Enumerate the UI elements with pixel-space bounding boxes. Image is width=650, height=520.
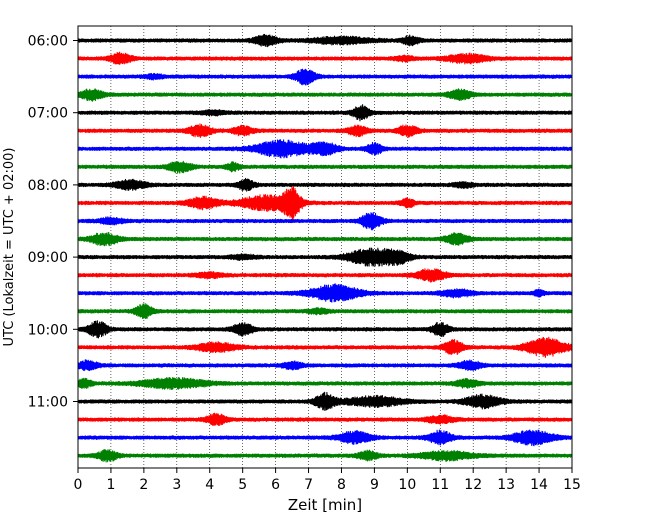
trace-0800 bbox=[77, 177, 573, 192]
x-axis-ticks: 0 1 2 3 4 5 6 7 8 9 10 11 12 13 14 15 bbox=[74, 468, 581, 493]
trace-0715 bbox=[77, 123, 573, 139]
x-tick-label-7: 7 bbox=[304, 477, 313, 493]
y-axis-label: UTC (Lokalzeit = UTC + 02:00) bbox=[2, 148, 17, 347]
trace-0915 bbox=[77, 268, 573, 283]
y-axis-ticks: 06:00 07:00 08:00 09:00 10:00 11:00 bbox=[28, 34, 78, 411]
x-tick-label-5: 5 bbox=[238, 477, 247, 493]
trace-1045 bbox=[77, 376, 573, 390]
y-tick-label-5: 11:00 bbox=[28, 395, 68, 411]
trace-1100 bbox=[77, 391, 573, 411]
x-tick-label-15: 15 bbox=[563, 477, 581, 493]
trace-1015 bbox=[77, 336, 573, 358]
trace-1145 bbox=[77, 449, 573, 463]
x-tick-label-14: 14 bbox=[530, 477, 548, 493]
x-axis-label: Zeit [min] bbox=[288, 496, 362, 514]
x-tick-label-9: 9 bbox=[370, 477, 379, 493]
x-tick-label-12: 12 bbox=[464, 477, 482, 493]
y-tick-label-1: 07:00 bbox=[28, 106, 68, 122]
trace-0745 bbox=[77, 160, 573, 174]
x-tick-label-10: 10 bbox=[398, 477, 416, 493]
y-tick-label-2: 08:00 bbox=[28, 178, 68, 194]
y-tick-label-0: 06:00 bbox=[28, 34, 68, 50]
trace-0815 bbox=[77, 185, 573, 222]
x-tick-label-11: 11 bbox=[431, 477, 449, 493]
trace-0900 bbox=[77, 247, 573, 267]
trace-1030 bbox=[77, 359, 573, 372]
x-tick-label-4: 4 bbox=[205, 477, 214, 493]
trace-0630 bbox=[77, 68, 573, 86]
trace-0645 bbox=[77, 88, 573, 102]
x-tick-label-13: 13 bbox=[497, 477, 515, 493]
x-tick-label-2: 2 bbox=[139, 477, 148, 493]
seismogram-traces bbox=[77, 33, 573, 463]
trace-0600 bbox=[77, 33, 573, 48]
y-tick-label-3: 09:00 bbox=[28, 250, 68, 266]
y-tick-label-4: 10:00 bbox=[28, 322, 68, 338]
x-tick-label-3: 3 bbox=[172, 477, 181, 493]
trace-0930 bbox=[77, 283, 573, 303]
trace-0615 bbox=[77, 51, 573, 65]
trace-1130 bbox=[77, 429, 573, 447]
trace-1115 bbox=[77, 412, 573, 426]
trace-0730 bbox=[77, 139, 573, 159]
trace-0700 bbox=[77, 104, 573, 122]
x-tick-label-0: 0 bbox=[74, 477, 83, 493]
trace-0945 bbox=[77, 303, 573, 319]
x-tick-label-1: 1 bbox=[106, 477, 115, 493]
x-tick-label-8: 8 bbox=[337, 477, 346, 493]
trace-0830 bbox=[77, 212, 573, 231]
trace-0845 bbox=[77, 232, 573, 247]
x-tick-label-6: 6 bbox=[271, 477, 280, 493]
trace-1000 bbox=[77, 320, 573, 339]
plot-frame bbox=[77, 25, 573, 469]
